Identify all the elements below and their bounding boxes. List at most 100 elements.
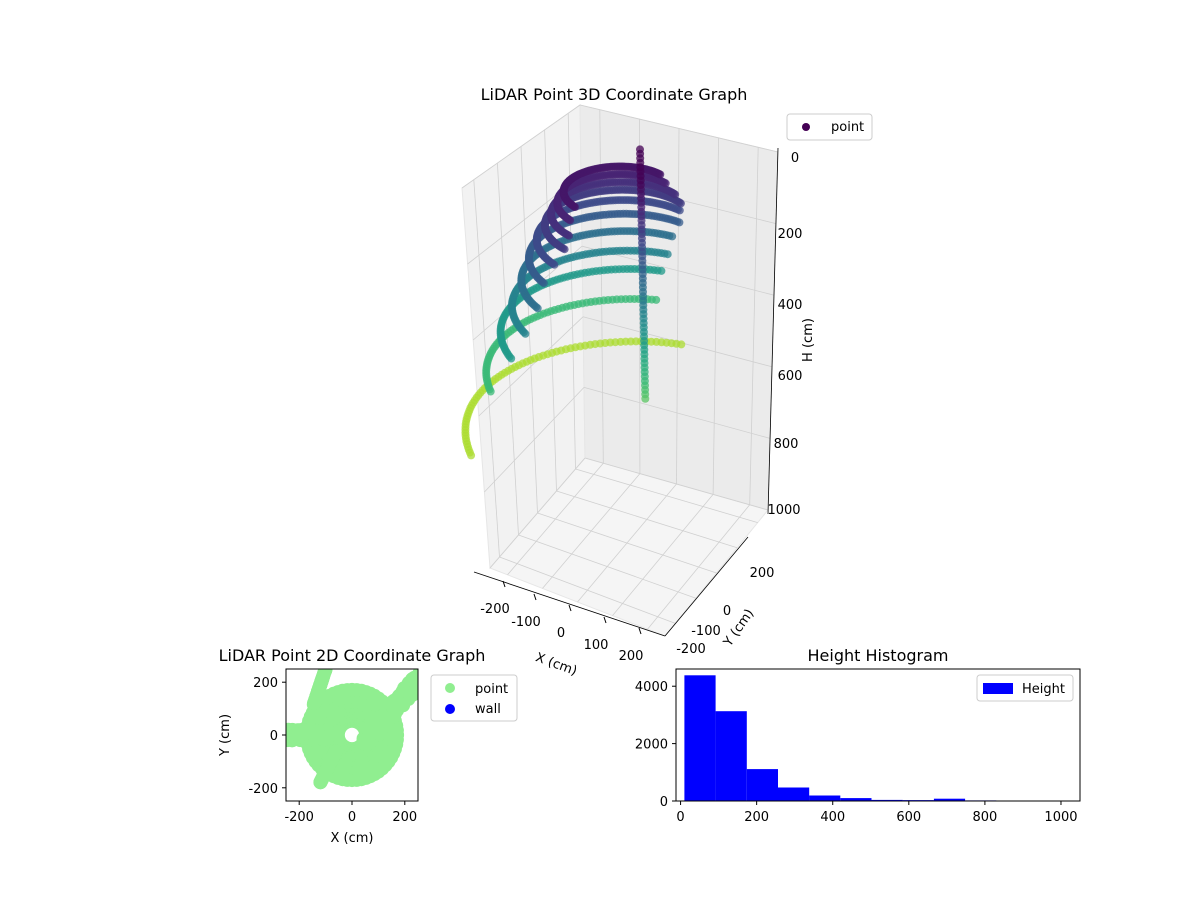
chart-2d-xlabel: X (cm) (331, 831, 374, 846)
point-3d (671, 190, 680, 199)
point-3d (668, 232, 677, 241)
x-tick-mark (568, 604, 572, 612)
chart-histogram: Height Histogram 0 200 400 600 800 1000 0 2000 4… (635, 646, 1081, 825)
chart-2d-points (286, 669, 418, 790)
histogram-bar (684, 675, 716, 801)
histogram-bar (809, 795, 841, 801)
point-3d (661, 179, 670, 188)
y-tick-label: 200 (253, 676, 278, 691)
x-tick-label: -200 (480, 602, 510, 617)
x-tick-label: 0 (348, 810, 356, 825)
z-axis-line (767, 147, 779, 515)
chart-histogram-legend-box (976, 674, 1074, 702)
x-tick-label: 200 (619, 649, 644, 664)
chart-2d-ylabel: Y (cm) (218, 714, 233, 757)
grid-y-floor (507, 462, 604, 576)
z-tick-label: 600 (778, 369, 803, 384)
x-tick-mark (502, 580, 506, 588)
z-tick-label: 800 (774, 437, 799, 452)
point-2d (416, 675, 418, 684)
grid-z-right (579, 104, 779, 153)
chart-3d-points (461, 145, 686, 460)
grid-y-floor (577, 483, 677, 603)
grid-y-floor (647, 504, 751, 630)
chart-3d-legend: point (786, 113, 873, 141)
y-axis-line (664, 536, 749, 637)
point-2d (309, 688, 324, 703)
point-2d (389, 732, 404, 747)
chart-histogram-legend: Height (976, 674, 1074, 702)
grid-x-wall (520, 146, 538, 514)
chart-2d-legend-marker-point (445, 683, 455, 693)
x-tick-label: 200 (392, 810, 417, 825)
chart-2d-legend-label-wall: wall (475, 702, 501, 717)
z-tick-label: 1000 (767, 503, 800, 518)
y-tick-label: 0 (270, 729, 278, 744)
grid-y-wall (712, 137, 719, 495)
y-tick-label: -100 (691, 624, 721, 639)
grid-z-left (478, 316, 584, 417)
x-tick-mark (533, 593, 537, 601)
x-axis-line (473, 571, 666, 637)
chart-2d-title: LiDAR Point 2D Coordinate Graph (219, 646, 486, 665)
grid-y-wall (676, 128, 680, 485)
grid-y-floor (612, 494, 714, 616)
y-tick-label: 200 (750, 566, 775, 581)
chart-3d-legend-label-point: point (831, 120, 864, 135)
x-tick-label: 200 (744, 810, 769, 825)
chart-3d-legend-box (786, 113, 873, 141)
point-3d (652, 295, 661, 304)
grid-y-wall (749, 147, 759, 505)
histogram-bar (778, 787, 810, 801)
point-2d (361, 729, 376, 744)
grid-y-floor (542, 473, 641, 589)
chart-2d-legend-marker-wall (445, 704, 455, 714)
chart-3d-xlabel: X (cm) (533, 650, 579, 679)
point-3d (675, 206, 684, 215)
grid-x-wall (567, 113, 576, 470)
x-tick-label: -100 (511, 615, 541, 630)
grid-z-right (584, 457, 769, 511)
point-2d (286, 728, 296, 743)
x-tick-label: 800 (972, 810, 997, 825)
point-2d (294, 726, 309, 741)
point-2d (328, 744, 343, 759)
point-2d (416, 670, 418, 679)
chart-3d: LiDAR Point 3D Coordinate Graph -200-100… (461, 85, 873, 679)
x-tick-label: 1000 (1044, 810, 1077, 825)
y-tick-label: 2000 (635, 738, 668, 753)
y-tick-label: -200 (248, 782, 278, 797)
point-2d (397, 682, 412, 697)
grid-z-left (489, 457, 586, 569)
chart-3d-grid (461, 104, 779, 630)
point-2d (417, 674, 418, 677)
point-3d (663, 250, 672, 259)
z-tick-label: 200 (778, 227, 803, 242)
x-tick-label: 100 (584, 638, 609, 653)
point-2d (409, 677, 418, 692)
point-2d (322, 728, 337, 743)
histogram-bar (933, 798, 966, 801)
y-tick-label: 0 (723, 604, 731, 619)
chart-histogram-legend-swatch (983, 683, 1013, 694)
x-tick-label: 400 (820, 810, 845, 825)
chart-3d-zlabel: H (cm) (801, 318, 816, 362)
point-2d (378, 711, 393, 726)
x-tick-mark (638, 627, 642, 635)
point-2d (306, 727, 321, 741)
point-3d (675, 218, 684, 227)
z-tick-label: 0 (791, 151, 799, 166)
x-tick-label: 0 (557, 626, 565, 641)
point-3d (656, 170, 665, 179)
y-tick-label: 4000 (635, 680, 668, 695)
chart-2d-legend: point wall (430, 674, 518, 722)
point-3d (676, 199, 685, 208)
chart-histogram-bars (684, 675, 1059, 801)
histogram-bar (746, 769, 778, 801)
chart-3d-legend-marker-point (802, 123, 810, 131)
grid-z-right (583, 387, 771, 439)
point-3d (636, 145, 644, 154)
chart-histogram-frame (675, 668, 1081, 802)
